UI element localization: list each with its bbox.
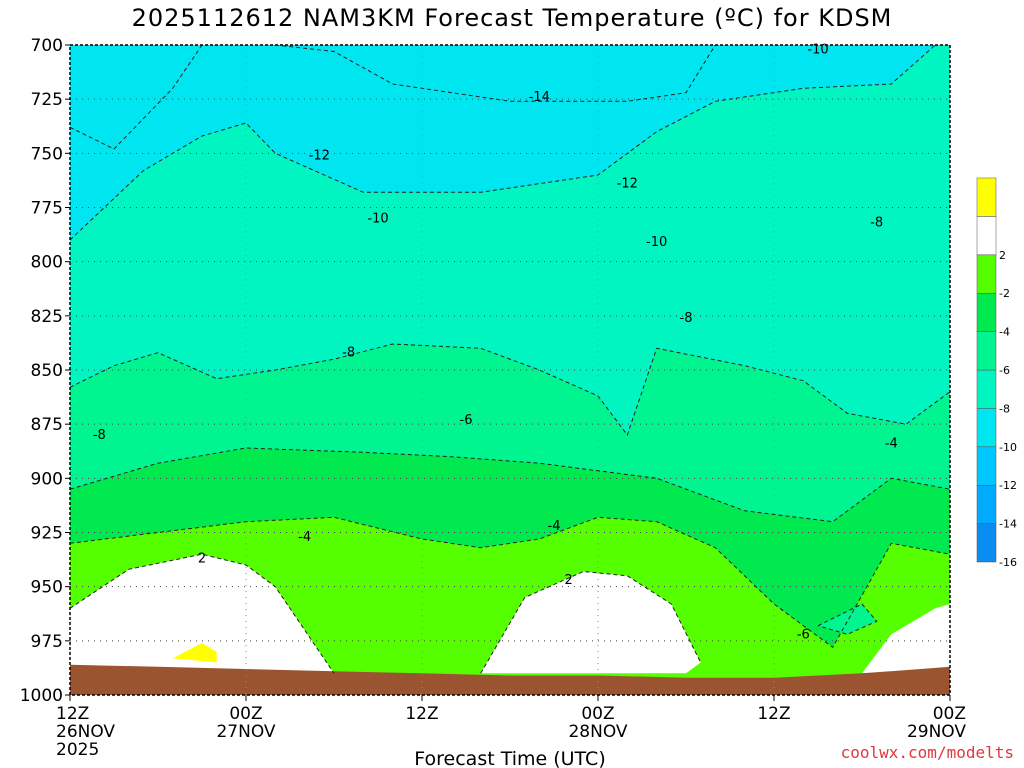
colorbar-label: -2 <box>999 287 1010 300</box>
x-tick-label: 27NOV <box>216 722 275 742</box>
y-tick-label: 975 <box>31 632 63 652</box>
y-tick-label: 925 <box>31 524 63 544</box>
y-tick-label: 750 <box>31 144 63 164</box>
colorbar-label: -8 <box>999 402 1010 415</box>
colorbar-label: -6 <box>999 364 1010 377</box>
contour-line-8 <box>817 603 878 635</box>
contour-label: -6 <box>460 413 473 428</box>
y-tick-label: 725 <box>31 90 63 110</box>
colorbar-bin <box>976 254 997 294</box>
contour-label: 2 <box>198 552 206 567</box>
colorbar-label: -10 <box>999 441 1017 454</box>
gridlines <box>70 45 950 695</box>
x-tick-label: 00Z <box>581 704 614 724</box>
colorbar-label: -16 <box>999 556 1017 569</box>
contour-line-5 <box>70 516 950 649</box>
contour-line-3 <box>70 343 950 437</box>
y-tick-label: 900 <box>31 469 63 489</box>
colorbar-bin <box>976 216 997 256</box>
temperature-band-1 <box>70 45 202 240</box>
contour-label: -10 <box>367 211 388 226</box>
colorbar-label: -14 <box>999 518 1017 531</box>
colorbar-bin <box>976 446 997 486</box>
x-tick-label: 28NOV <box>568 722 627 742</box>
temperature-band-9 <box>70 554 334 674</box>
colorbar-label: -12 <box>999 479 1017 492</box>
colorbar-bin <box>976 408 997 448</box>
colorbar-bin <box>976 177 997 217</box>
x-tick-label: 00Z <box>933 704 966 724</box>
contour-label: -6 <box>797 627 810 642</box>
y-tick-label: 775 <box>31 199 63 219</box>
colorbar-bin <box>976 292 997 332</box>
contour-label: -4 <box>548 519 561 534</box>
temperature-band-4 <box>70 45 936 240</box>
watermark: coolwx.com/modelts <box>840 743 1014 762</box>
y-tick-label: 800 <box>31 253 63 273</box>
y-tick-label: 1000 <box>20 686 63 706</box>
contour-label: -4 <box>298 530 311 545</box>
contour-label: -12 <box>309 149 330 164</box>
x-tick-label: 12Z <box>56 704 89 724</box>
colorbar-bin <box>976 523 997 563</box>
contour-line-6 <box>70 553 335 674</box>
temperature-band-12 <box>172 643 217 663</box>
contour-labels: -10 -14 -12 -12 -10 -10 -8 -8 -8 -8 -6 -4 -4 -4 2 2 -6 <box>93 42 898 642</box>
contour-label: -8 <box>342 346 355 361</box>
temperature-band-10 <box>480 571 701 674</box>
x-tick-label: 12Z <box>757 704 790 724</box>
contour-label: -10 <box>646 235 667 250</box>
contour-label: -4 <box>885 437 898 452</box>
y-tick-label: 700 <box>31 36 63 56</box>
contour-line-4 <box>70 447 950 523</box>
temperature-fill-bands <box>70 45 950 695</box>
contour-line-0 <box>70 45 203 150</box>
x-tick-label: 12Z <box>405 704 438 724</box>
x-tick-label: 29NOV <box>907 722 966 742</box>
y-axis: 700 725 750 775 800 825 850 875 900 925 950 975 1000 <box>20 36 70 706</box>
x-tick-label: 2025 <box>56 740 99 760</box>
y-tick-label: 950 <box>31 578 63 598</box>
contour-line-7 <box>480 570 702 674</box>
temperature-band-13 <box>818 604 877 635</box>
temperature-band-5 <box>70 45 950 435</box>
contour-label: -8 <box>93 428 106 443</box>
contour-label: -12 <box>617 177 638 192</box>
ground-surface <box>70 664 950 695</box>
contour-label: -14 <box>529 90 550 105</box>
temperature-band-11 <box>862 604 950 674</box>
contour-label: -10 <box>807 42 828 57</box>
contour-label: 2 <box>565 573 573 588</box>
y-tick-label: 850 <box>31 361 63 381</box>
x-tick-label: 26NOV <box>56 722 115 742</box>
x-tick-label: 00Z <box>229 704 262 724</box>
ground-terrain <box>70 664 950 695</box>
x-axis-title: Forecast Time (UTC) <box>414 748 605 768</box>
colorbar-legend: -16 -14 -12 -10 -8 -6 -4 -2 2 <box>976 177 1017 569</box>
y-tick-label: 875 <box>31 415 63 435</box>
contour-line-2 <box>70 45 936 241</box>
chart-title: 2025112612 NAM3KM Forecast Temperature (… <box>131 4 893 32</box>
contour-label: -8 <box>680 311 693 326</box>
colorbar-bin <box>976 484 997 524</box>
colorbar-label: -4 <box>999 326 1010 339</box>
y-tick-label: 825 <box>31 307 63 327</box>
contour-lines <box>70 45 950 674</box>
colorbar-bin <box>976 331 997 371</box>
contour-label: -8 <box>870 216 883 231</box>
colorbar-label: 2 <box>999 249 1006 262</box>
contour-line-1 <box>275 45 716 102</box>
colorbar-bin <box>976 369 997 409</box>
